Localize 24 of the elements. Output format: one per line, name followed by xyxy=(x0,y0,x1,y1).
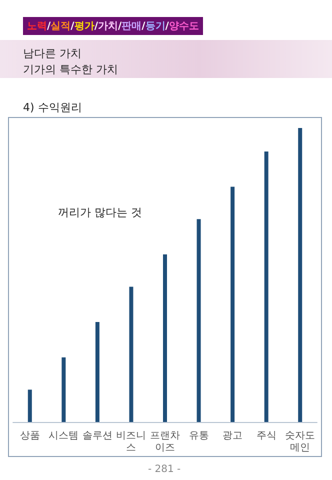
x-tick-label: 숫자도메인 xyxy=(285,430,316,454)
x-tick-label: 주식 xyxy=(256,430,276,442)
chart-title: 4) 수익원리 xyxy=(23,100,82,115)
bar xyxy=(264,152,268,422)
x-tick-label: 유통 xyxy=(188,430,209,442)
bar xyxy=(298,128,302,422)
bar xyxy=(95,322,100,422)
bar xyxy=(129,286,134,422)
x-tick-label: 시스템 xyxy=(48,430,79,442)
x-tick-label: 광고 xyxy=(222,430,243,442)
x-tick-label: 솔루션 xyxy=(82,430,112,442)
bar xyxy=(230,186,235,422)
x-tick-label: 비즈니스 xyxy=(116,430,146,454)
text: 기가의 특수한 가치 xyxy=(23,62,118,77)
annotation: 꺼리가 많다는 것 xyxy=(58,205,142,220)
bar xyxy=(163,254,167,422)
text: 남다른 가치 xyxy=(23,46,82,61)
x-tick-label: 프랜차이즈 xyxy=(150,430,180,454)
bar xyxy=(196,219,201,422)
text: 노력/실적/평가/가치/판매/등기/양수도 xyxy=(27,21,199,32)
text: - 281 - xyxy=(148,464,181,475)
x-tick-label: 상품 xyxy=(20,430,40,442)
bar xyxy=(62,357,66,422)
bar xyxy=(28,390,32,422)
